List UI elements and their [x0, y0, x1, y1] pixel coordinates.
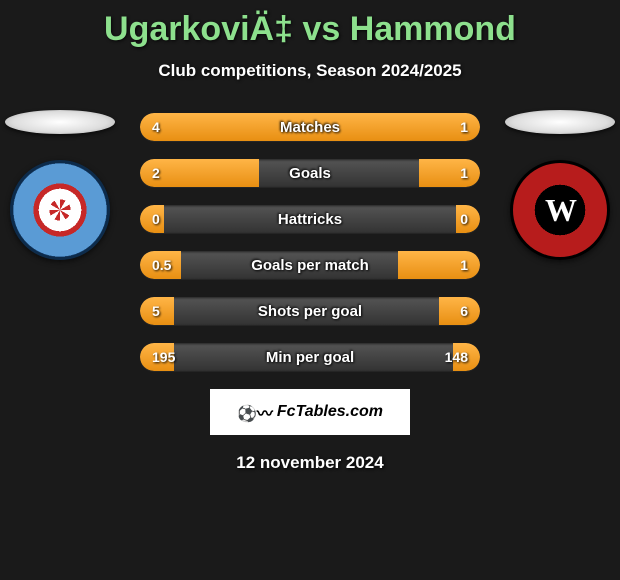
stat-label: Matches: [140, 113, 480, 141]
stats-area: 4 1 Matches 2 1 Goals 0 0 Hattricks 0.5 …: [0, 113, 620, 371]
stat-bars: 4 1 Matches 2 1 Goals 0 0 Hattricks 0.5 …: [140, 113, 480, 371]
stat-label: Hattricks: [140, 205, 480, 233]
stat-label: Goals per match: [140, 251, 480, 279]
stat-label: Goals: [140, 159, 480, 187]
stat-row-goals: 2 1 Goals: [140, 159, 480, 187]
brand-swoosh-icon: ⚽〰: [237, 400, 273, 424]
stat-label: Min per goal: [140, 343, 480, 371]
stat-row-hattricks: 0 0 Hattricks: [140, 205, 480, 233]
stat-label: Shots per goal: [140, 297, 480, 325]
page-subtitle: Club competitions, Season 2024/2025: [0, 61, 620, 81]
stat-row-min-per-goal: 195 148 Min per goal: [140, 343, 480, 371]
stat-row-goals-per-match: 0.5 1 Goals per match: [140, 251, 480, 279]
footer-date: 12 november 2024: [0, 453, 620, 473]
brand-logo[interactable]: ⚽〰 FcTables.com: [210, 389, 410, 435]
stat-row-shots-per-goal: 5 6 Shots per goal: [140, 297, 480, 325]
page-title: UgarkoviÄ‡ vs Hammond: [0, 0, 620, 49]
brand-text: FcTables.com: [277, 403, 383, 421]
stat-row-matches: 4 1 Matches: [140, 113, 480, 141]
